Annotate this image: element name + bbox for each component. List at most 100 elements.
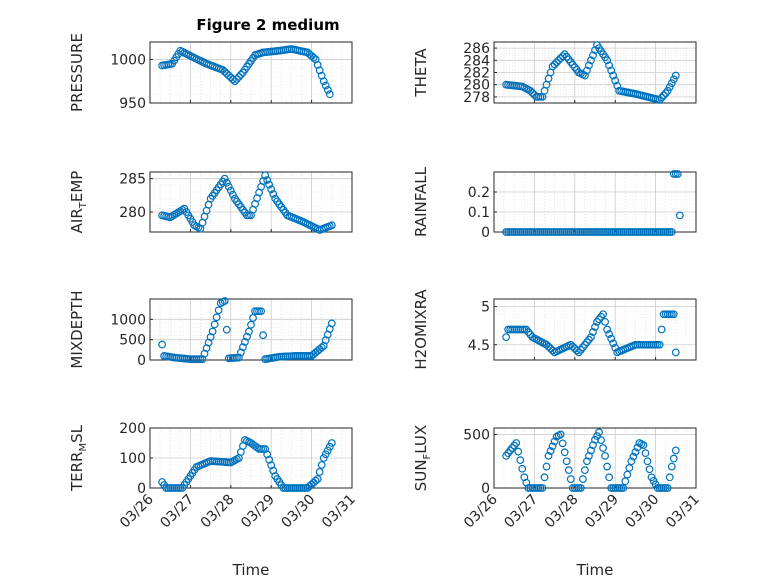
data-point (321, 81, 330, 90)
axes-box (149, 41, 353, 104)
y-tick-label: 100 (119, 451, 146, 467)
y-tick-label: 4.5 (468, 338, 490, 354)
data-point (587, 56, 595, 65)
data-point (327, 439, 336, 447)
data-point (601, 317, 609, 326)
data-point (566, 475, 575, 483)
data-point (597, 436, 605, 445)
data-point (236, 348, 245, 357)
data-point (241, 338, 249, 346)
subplot-h2omixra: 4.5 5 H2OMIXRA (412, 289, 697, 370)
data-point (631, 448, 640, 457)
data-point (581, 71, 589, 80)
data-point (512, 439, 521, 447)
y-tick-label: 280 (463, 78, 490, 94)
data-point (554, 56, 563, 65)
x-tick-label: 03/30 (279, 492, 319, 532)
data-point (657, 93, 666, 102)
data-point (321, 450, 330, 459)
data-point (659, 91, 668, 100)
y-tick-label: 282 (463, 66, 490, 82)
y-tick-label: 285 (119, 172, 146, 188)
y-tick-label: 500 (119, 333, 146, 349)
data-point (222, 178, 231, 187)
data-point (669, 310, 678, 319)
data-point (325, 442, 334, 451)
data-point (234, 72, 243, 81)
data-point (607, 66, 616, 75)
data-point (319, 454, 328, 462)
subplot-pressure: 950 1000 PRESSURE (68, 33, 353, 112)
data-point (323, 86, 332, 94)
data-point (665, 83, 674, 91)
data-point (546, 447, 555, 455)
data-point (544, 451, 553, 460)
data-point (641, 449, 650, 458)
data-point (556, 430, 565, 439)
x-tick-label: 03/26 (117, 491, 157, 531)
data-point (675, 211, 684, 220)
data-point (605, 330, 614, 338)
subplot-mixdepth: 0 500 1000 MIXDEPTH (68, 290, 353, 369)
y-tick-label: 0 (137, 481, 146, 497)
data-point (564, 466, 573, 475)
data-point (267, 185, 276, 194)
data-point (542, 462, 551, 471)
data-point (671, 71, 680, 80)
data-point (607, 334, 616, 343)
data-point (643, 457, 652, 466)
data-point (550, 437, 559, 446)
axes-box (493, 171, 697, 233)
data-point (263, 176, 272, 184)
data-point (315, 468, 324, 476)
data-point (609, 339, 618, 348)
data-point (313, 475, 322, 483)
data-point (581, 466, 589, 475)
data-point (601, 451, 609, 460)
x-tick-label: 03/29 (238, 492, 278, 532)
data-point (655, 96, 664, 104)
data-point (261, 171, 270, 180)
data-point (629, 452, 638, 461)
data-point (249, 314, 257, 322)
data-point (603, 325, 612, 334)
axes-box (149, 427, 353, 489)
y-axis-label: SUNFLUX (412, 425, 433, 491)
data-point (671, 446, 680, 455)
y-tick-label: 1000 (110, 52, 146, 68)
y-tick-label: 0.1 (468, 205, 490, 221)
data-point (208, 327, 217, 336)
data-point (599, 310, 607, 319)
data-point (667, 228, 676, 236)
data-point (552, 58, 561, 67)
y-axis-label: THETA (412, 48, 430, 98)
data-point (540, 473, 549, 482)
subplot-sun: 0 500 SUNFLUX 03/26 03/27 03/28 03/29 03/30 03/3… (412, 425, 703, 532)
data-point (257, 307, 266, 316)
data-point (245, 327, 253, 336)
data-point (516, 456, 525, 465)
y-tick-label: 200 (119, 421, 146, 437)
data-point (526, 86, 535, 95)
y-tick-label: 0 (137, 353, 146, 369)
data-point (309, 53, 318, 62)
x-tick-label: 03/27 (501, 492, 541, 532)
data-point (230, 77, 239, 86)
data-point (603, 462, 612, 471)
data-point (259, 331, 268, 340)
x-tick-label: 03/28 (198, 492, 238, 532)
data-point (158, 340, 167, 349)
data-point (587, 333, 595, 342)
data-point (667, 79, 676, 88)
data-point (576, 484, 585, 492)
y-axis-label: RAINFALL (412, 166, 430, 237)
y-axis-label: H2OMIXRA (412, 289, 430, 370)
y-tick-label: 0 (481, 481, 490, 497)
data-point (591, 323, 599, 331)
data-point (243, 332, 251, 341)
data-point (619, 484, 628, 492)
data-point (665, 473, 674, 482)
data-point (236, 70, 245, 79)
data-point (550, 60, 559, 69)
data-point (609, 71, 618, 80)
